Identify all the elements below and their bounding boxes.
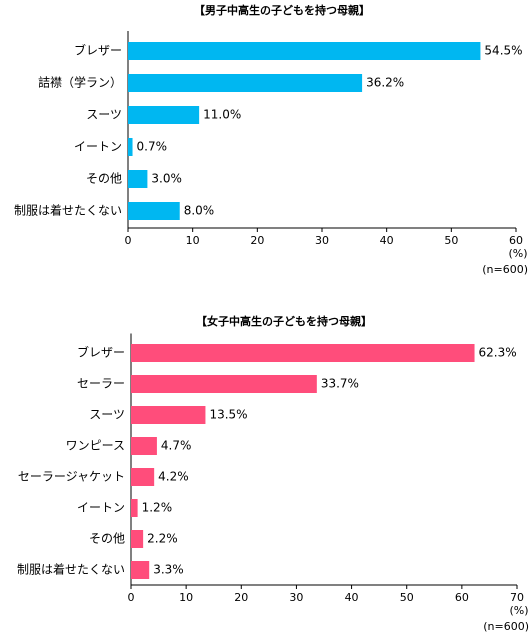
x-tick-label: 30 — [289, 591, 303, 604]
value-label: 4.2% — [158, 470, 189, 484]
value-label: 54.5% — [484, 44, 522, 58]
category-label: セーラー — [77, 377, 125, 391]
category-label: その他 — [86, 172, 122, 186]
x-tick-label: 40 — [345, 591, 359, 604]
category-label: スーツ — [86, 108, 122, 122]
category-label: その他 — [89, 532, 125, 546]
chart-title: 【男子中高生の子どもを持つ母親】 — [194, 3, 370, 17]
category-label: ワンピース — [66, 439, 125, 453]
value-label: 13.5% — [209, 408, 247, 422]
bar — [128, 170, 148, 188]
unit-label: (%) — [508, 247, 527, 260]
value-label: 36.2% — [366, 76, 404, 90]
chart-title: 【女子中高生の子どもを持つ母親】 — [196, 314, 372, 328]
x-tick-label: 20 — [234, 591, 248, 604]
bar — [131, 499, 138, 517]
category-label: イートン — [77, 501, 125, 515]
value-label: 11.0% — [203, 108, 241, 122]
category-label: ブレザー — [74, 43, 122, 58]
value-label: 4.7% — [161, 439, 192, 453]
category-label: イートン — [74, 140, 122, 154]
x-tick-label: 70 — [510, 591, 524, 604]
x-tick-label: 40 — [380, 234, 394, 247]
value-label: 3.0% — [151, 172, 182, 186]
note: (n=600) — [482, 263, 528, 276]
x-tick-label: 0 — [125, 234, 132, 247]
bar — [131, 375, 317, 393]
x-tick-label: 60 — [455, 591, 469, 604]
value-label: 2.2% — [147, 532, 178, 546]
bar — [131, 437, 157, 455]
value-label: 0.7% — [137, 140, 168, 154]
value-label: 33.7% — [321, 377, 359, 391]
x-tick-label: 50 — [400, 591, 414, 604]
category-label: セーラージャケット — [18, 470, 125, 484]
category-label: 詰襟（学ラン） — [38, 75, 122, 90]
bar — [128, 202, 180, 220]
x-tick-label: 0 — [128, 591, 135, 604]
x-tick-label: 30 — [315, 234, 329, 247]
x-tick-label: 50 — [444, 234, 458, 247]
bar — [131, 344, 475, 362]
unit-label: (%) — [509, 604, 528, 617]
value-label: 8.0% — [184, 204, 215, 218]
x-tick-label: 10 — [179, 591, 193, 604]
bar — [128, 42, 481, 60]
value-label: 1.2% — [142, 501, 173, 515]
category-label: ブレザー — [77, 345, 125, 360]
category-label: 制服は着せたくない — [14, 203, 122, 218]
x-tick-label: 10 — [186, 234, 200, 247]
bar — [131, 561, 150, 579]
x-tick-label: 60 — [509, 234, 523, 247]
bar — [131, 530, 144, 548]
bar — [128, 74, 363, 92]
value-label: 3.3% — [153, 563, 184, 577]
bar — [131, 468, 155, 486]
bar — [128, 138, 133, 156]
note: (n=600) — [483, 620, 529, 633]
value-label: 62.3% — [479, 346, 517, 360]
category-label: 制服は着せたくない — [17, 562, 125, 577]
bar — [131, 406, 206, 424]
category-label: スーツ — [89, 408, 125, 422]
bar — [128, 106, 200, 124]
x-tick-label: 20 — [250, 234, 264, 247]
